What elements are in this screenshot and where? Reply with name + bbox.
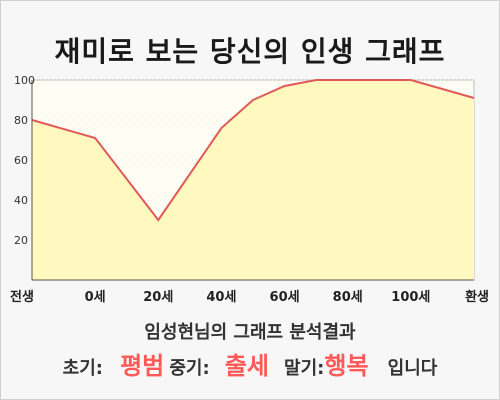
y-tick-label: 80: [14, 114, 28, 127]
early-label: 초기:: [62, 358, 103, 379]
x-tick-label: 100세: [391, 290, 430, 305]
middle-value: 출세: [224, 352, 269, 380]
chart-title: 재미로 보는 당신의 인생 그래프: [54, 35, 446, 68]
x-tick-labels: 전생 0세 20세 40세 60세 80세 100세 환생: [10, 289, 489, 305]
area-fill: [32, 80, 474, 280]
late-value: 행복: [324, 352, 369, 380]
x-tick-label: 환생: [465, 289, 489, 305]
y-tick-label: 60: [14, 154, 28, 167]
x-tick-label: 전생: [10, 289, 34, 305]
result-suffix: 입니다: [387, 358, 438, 379]
late-label: 말기:: [284, 358, 325, 379]
x-tick-label: 40세: [206, 290, 236, 305]
x-tick-label: 80세: [333, 290, 363, 305]
y-tick-label: 100: [14, 74, 35, 87]
y-tick-label: 20: [14, 234, 28, 247]
analysis-summary: 임성현님의 그래프 분석결과: [144, 322, 356, 343]
x-tick-label: 20세: [143, 290, 173, 305]
y-tick-label: 40: [14, 194, 28, 207]
x-tick-label: 60세: [270, 290, 300, 305]
x-tick-label: 0세: [85, 290, 106, 305]
early-value: 평범: [120, 352, 165, 380]
middle-label: 중기:: [169, 358, 210, 379]
series-line: [31, 79, 475, 222]
y-tick-labels: 20 40 60 80 100: [14, 74, 35, 247]
result-line: 초기: 평범 중기: 출세 말기:행복 입니다: [0, 346, 500, 381]
